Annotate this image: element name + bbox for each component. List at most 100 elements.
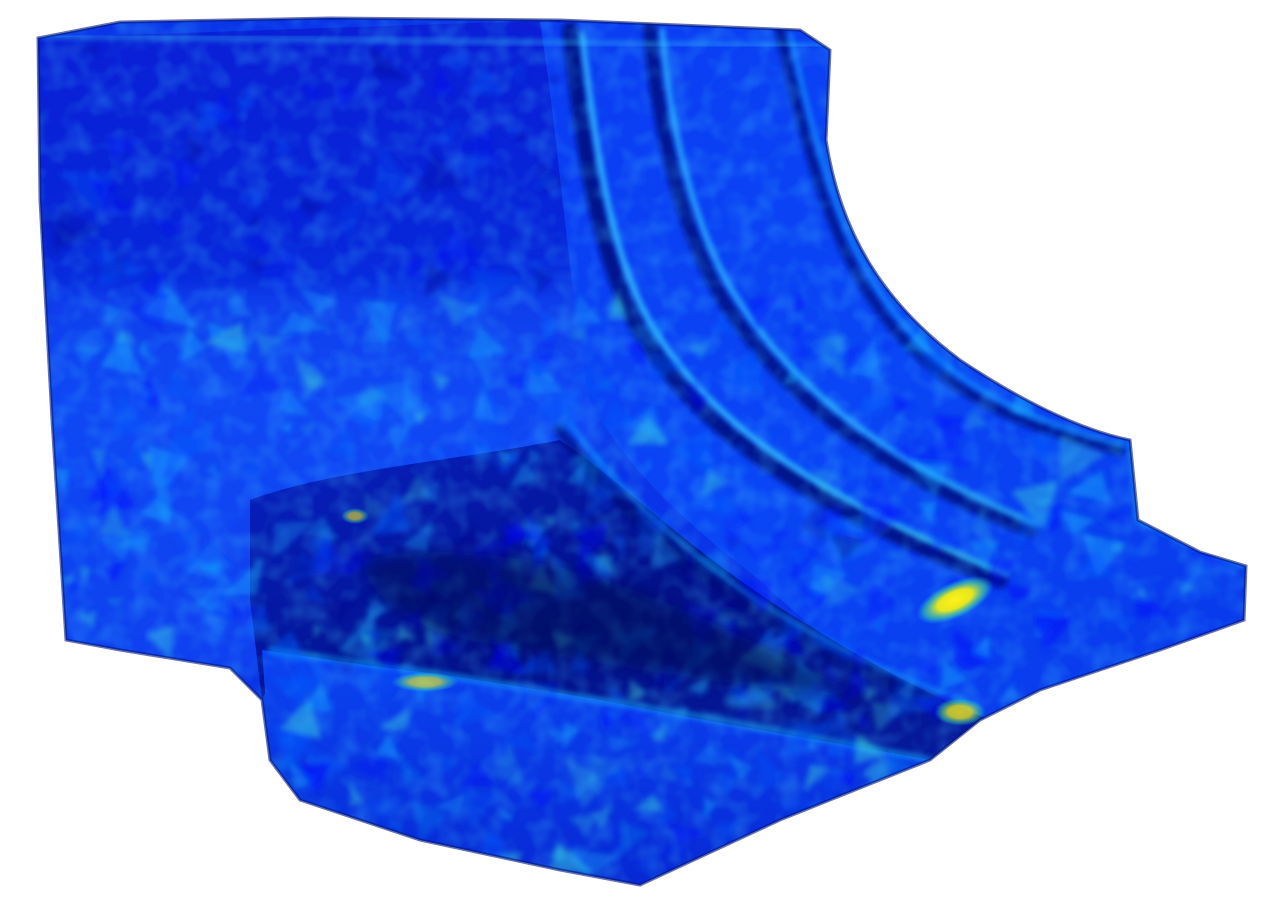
mesh-facet xyxy=(532,387,579,437)
mesh-facet xyxy=(87,176,119,209)
mesh-facet xyxy=(105,303,124,325)
mesh-facet xyxy=(1134,590,1172,619)
mesh-facet xyxy=(572,293,604,326)
mesh-facet xyxy=(833,800,849,813)
mesh-facet xyxy=(627,404,665,441)
mesh-facet xyxy=(455,691,498,726)
mesh-facet xyxy=(193,560,231,584)
mesh-facet xyxy=(704,798,718,819)
mesh-facet xyxy=(804,764,830,792)
hotspot-trough xyxy=(391,672,459,692)
mesh-facet xyxy=(848,337,881,380)
mesh-facet xyxy=(225,297,240,312)
mesh-facet xyxy=(439,639,462,661)
mesh-facet xyxy=(627,315,669,354)
mesh-facet xyxy=(582,476,614,518)
mesh-facet xyxy=(1201,440,1219,455)
mesh-facet xyxy=(286,208,306,234)
mesh-facet xyxy=(730,757,754,782)
mesh-facet xyxy=(688,341,710,361)
mesh-facet xyxy=(72,345,106,366)
mesh-facet xyxy=(998,681,1021,705)
mesh-facet xyxy=(412,800,449,842)
mesh-facet xyxy=(404,386,433,434)
mesh-facet xyxy=(636,764,646,779)
mesh-facet xyxy=(781,364,800,386)
mesh-facet xyxy=(228,290,256,319)
mesh-facet xyxy=(861,496,910,546)
mesh-facet xyxy=(649,532,685,572)
mesh-facet xyxy=(657,794,677,830)
mesh-facet xyxy=(376,708,411,732)
mesh-facet xyxy=(1056,358,1116,391)
mesh-facet xyxy=(686,394,708,416)
hotspot-inner-edge xyxy=(341,508,369,524)
mesh-facet xyxy=(822,628,863,666)
mesh-facet xyxy=(702,469,731,497)
mesh-facet xyxy=(151,219,189,238)
mesh-facet xyxy=(633,793,666,814)
mesh-facet xyxy=(165,428,203,469)
mesh-facet xyxy=(619,533,654,566)
mesh-facet xyxy=(387,425,409,454)
mesh-facet xyxy=(99,504,129,537)
mesh-facet xyxy=(113,390,150,438)
mesh-facet xyxy=(544,514,557,529)
mesh-facet xyxy=(709,576,724,599)
mesh-facet xyxy=(1105,439,1122,460)
mesh-facet xyxy=(93,195,124,215)
mesh-facet xyxy=(273,520,315,558)
mesh-facet xyxy=(425,262,454,299)
mesh-facet xyxy=(1051,319,1075,344)
mesh-facet xyxy=(254,246,301,297)
mesh-facet xyxy=(74,42,99,58)
mesh-facet xyxy=(657,764,679,780)
mesh-facet xyxy=(985,557,1018,592)
mesh-facet xyxy=(890,440,922,466)
mesh-facet xyxy=(1034,425,1060,459)
mesh-facet xyxy=(170,523,204,556)
mesh-facet xyxy=(371,490,412,535)
mesh-facet xyxy=(183,542,231,567)
mesh-facet xyxy=(614,707,653,736)
mesh-facet xyxy=(242,603,271,637)
mesh-facet xyxy=(241,456,261,480)
mesh-facet xyxy=(119,443,150,471)
mesh-facet xyxy=(431,372,451,393)
mesh-facet xyxy=(594,547,617,576)
mesh-facet xyxy=(691,742,719,767)
mesh-facet xyxy=(1065,380,1087,395)
mesh-facet xyxy=(169,156,202,190)
mesh-facet xyxy=(603,704,614,727)
mesh-facet xyxy=(480,528,523,564)
mesh-facet xyxy=(643,676,676,699)
mesh-facet xyxy=(399,755,424,788)
mesh-facet xyxy=(934,414,973,450)
mesh-facet xyxy=(874,781,895,803)
mesh-facet xyxy=(525,680,554,711)
mesh-facet xyxy=(412,411,427,426)
mesh-facet xyxy=(291,161,310,179)
mesh-facet xyxy=(280,334,298,350)
mesh-facet xyxy=(401,255,425,284)
mesh-facet xyxy=(794,719,818,745)
mesh-facet xyxy=(693,547,730,581)
mesh-facet xyxy=(491,742,524,786)
mesh-facet xyxy=(115,535,131,550)
mesh-facet xyxy=(342,550,368,579)
mesh-facet xyxy=(397,625,418,639)
mesh-facet xyxy=(529,259,543,272)
mesh-facet xyxy=(730,442,749,458)
mesh-facet xyxy=(713,820,743,848)
mesh-facet xyxy=(243,234,273,261)
mesh-facet xyxy=(317,829,346,885)
mesh-facet xyxy=(433,793,467,815)
mesh-facet xyxy=(207,321,231,342)
mesh-facet xyxy=(1206,526,1228,542)
mesh-facet xyxy=(369,629,381,640)
mesh-facet xyxy=(400,326,429,350)
mesh-facet xyxy=(404,332,435,365)
mesh-facet xyxy=(103,558,128,583)
mesh-facet xyxy=(791,538,821,578)
